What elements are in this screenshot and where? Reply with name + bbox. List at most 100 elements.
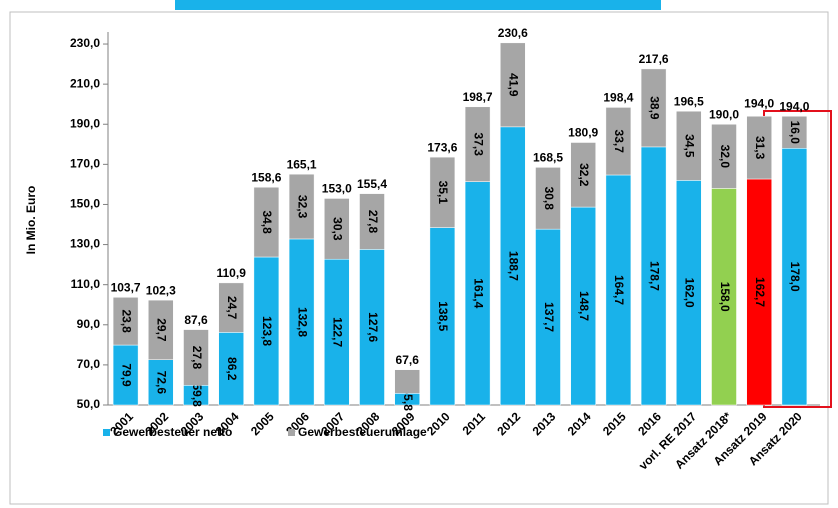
x-tick-label: 2012 bbox=[494, 409, 523, 438]
total-label: 198,7 bbox=[463, 90, 493, 104]
total-label: 165,1 bbox=[287, 157, 317, 171]
total-label: 168,5 bbox=[533, 151, 563, 165]
x-tick-label: 2010 bbox=[424, 409, 453, 438]
total-label: 153,0 bbox=[322, 182, 352, 196]
y-axis-label: In Mio. Euro bbox=[24, 186, 38, 255]
bar-segment bbox=[640, 146, 667, 406]
value-label: 27,8 bbox=[190, 346, 204, 370]
value-label: 123,8 bbox=[260, 316, 274, 346]
value-label: 24,7 bbox=[225, 296, 239, 320]
bar-segment bbox=[429, 227, 456, 406]
value-label: 132,8 bbox=[295, 307, 309, 337]
bar-segment bbox=[640, 68, 667, 148]
bar-segment bbox=[288, 238, 315, 406]
value-label: 148,7 bbox=[577, 291, 591, 321]
value-label: 72,6 bbox=[155, 371, 169, 395]
value-label: 158,0 bbox=[718, 282, 732, 312]
bar-segment bbox=[324, 198, 350, 260]
bar-segment bbox=[570, 142, 596, 208]
value-label: 162,7 bbox=[753, 277, 767, 307]
value-label: 35,1 bbox=[436, 181, 450, 205]
value-label: 30,8 bbox=[542, 187, 556, 211]
value-label: 32,0 bbox=[718, 145, 732, 169]
bar-segment bbox=[359, 249, 385, 406]
value-label: 29,7 bbox=[155, 318, 169, 342]
value-label: 32,2 bbox=[577, 163, 591, 187]
total-label: 194,0 bbox=[744, 96, 774, 110]
bar-segment bbox=[429, 156, 456, 228]
value-label: 33,7 bbox=[612, 130, 626, 154]
banner bbox=[175, 0, 661, 10]
y-tick-label: 230,0 bbox=[70, 36, 100, 50]
total-label: 103,7 bbox=[111, 280, 141, 294]
y-tick-label: 90,0 bbox=[77, 317, 101, 331]
value-label: 23,8 bbox=[119, 309, 133, 333]
value-label: 162,0 bbox=[683, 278, 697, 308]
legend-swatch bbox=[103, 429, 110, 436]
bar-segment bbox=[781, 115, 808, 149]
y-tick-label: 210,0 bbox=[70, 76, 100, 90]
bar-segment bbox=[500, 42, 526, 128]
bar-segment bbox=[464, 181, 491, 406]
total-label: 194,0 bbox=[779, 99, 809, 113]
bar-segment bbox=[605, 174, 632, 406]
bar-segment bbox=[288, 173, 315, 240]
bar-segment bbox=[500, 126, 526, 406]
value-label: 59,8 bbox=[190, 383, 204, 407]
bar-segment bbox=[324, 258, 350, 406]
bar-segment bbox=[781, 148, 808, 406]
value-label: 38,9 bbox=[647, 96, 661, 120]
bar-segment bbox=[464, 106, 491, 182]
value-label: 31,3 bbox=[753, 136, 767, 160]
value-label: 34,8 bbox=[260, 210, 274, 234]
bar-segment bbox=[148, 359, 174, 406]
x-tick-label: 2013 bbox=[530, 409, 559, 438]
total-label: 110,9 bbox=[217, 266, 247, 280]
total-label: 158,6 bbox=[251, 170, 281, 184]
value-label: 16,0 bbox=[788, 121, 802, 145]
bar-segment bbox=[746, 115, 772, 180]
y-tick-label: 190,0 bbox=[70, 116, 100, 130]
bar-segment bbox=[711, 123, 737, 189]
y-tick-label: 70,0 bbox=[77, 357, 101, 371]
total-label: 102,3 bbox=[146, 283, 176, 297]
bar-segment bbox=[112, 344, 139, 406]
y-tick-label: 110,0 bbox=[71, 277, 101, 291]
total-label: 87,6 bbox=[184, 313, 208, 327]
legend-label: Gewerbesteuerumlage bbox=[298, 425, 427, 439]
value-label: 27,8 bbox=[366, 210, 380, 234]
value-label: 188,7 bbox=[507, 251, 521, 281]
bar-segment bbox=[112, 297, 139, 346]
value-label: 178,7 bbox=[647, 261, 661, 291]
bar-segment bbox=[676, 110, 702, 181]
value-label: 137,7 bbox=[542, 302, 556, 332]
y-tick-label: 130,0 bbox=[70, 237, 100, 251]
bar-segment bbox=[218, 282, 244, 333]
legend-label: Gewerbesteuer netto bbox=[113, 425, 232, 439]
bar-segment bbox=[148, 299, 174, 360]
bar-segment bbox=[605, 107, 632, 176]
value-label: 34,5 bbox=[683, 134, 697, 158]
value-label: 127,6 bbox=[366, 312, 380, 342]
x-tick-label: 2014 bbox=[565, 409, 594, 438]
total-label: 67,6 bbox=[396, 353, 420, 367]
x-tick-label: 2005 bbox=[248, 409, 277, 438]
total-label: 196,5 bbox=[674, 94, 704, 108]
total-label: 217,6 bbox=[639, 52, 669, 66]
x-tick-label: 2016 bbox=[635, 409, 664, 438]
bar-segment bbox=[746, 178, 772, 406]
total-label: 190,0 bbox=[709, 107, 739, 121]
y-tick-label: 50,0 bbox=[77, 397, 101, 411]
bar-segment bbox=[183, 329, 209, 386]
total-label: 180,9 bbox=[568, 126, 598, 140]
value-label: 122,7 bbox=[331, 317, 345, 347]
total-label: 230,6 bbox=[498, 26, 528, 40]
bar-segment bbox=[711, 188, 737, 406]
value-label: 30,3 bbox=[331, 217, 345, 241]
y-tick-label: 150,0 bbox=[70, 197, 100, 211]
total-label: 173,6 bbox=[427, 140, 457, 154]
total-label: 155,4 bbox=[357, 177, 387, 191]
value-label: 178,0 bbox=[788, 262, 802, 292]
value-label: 32,3 bbox=[295, 195, 309, 219]
value-label: 138,5 bbox=[436, 301, 450, 331]
